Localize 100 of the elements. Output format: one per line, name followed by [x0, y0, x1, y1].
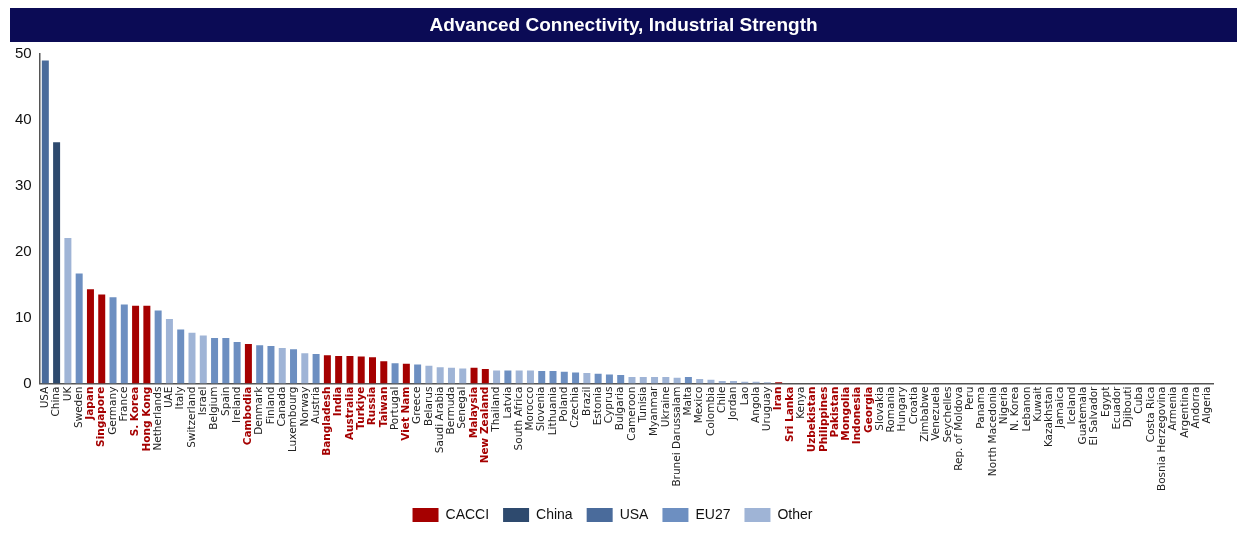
x-tick-label: South Africa: [511, 386, 524, 451]
x-tick-label: Hong Kong: [139, 386, 152, 452]
bar: [267, 346, 275, 384]
x-tick-label: N. Korea: [1008, 386, 1021, 431]
x-tick-label: Luxembourg: [286, 386, 299, 453]
y-tick-label: 50: [15, 44, 32, 62]
legend-label: Other: [777, 505, 813, 522]
x-tick-label: Sri Lanka: [782, 386, 795, 442]
x-tick-label: Slovakia: [872, 386, 885, 431]
x-tick-label: Bermuda: [444, 386, 457, 435]
x-tick-label: Kazakhstan: [1042, 386, 1055, 448]
bar: [244, 344, 252, 384]
bar: [628, 377, 636, 384]
x-tick-label: Colombia: [703, 386, 716, 436]
bar: [526, 370, 534, 384]
bar: [278, 348, 286, 384]
x-tick-label: USA: [38, 385, 51, 409]
x-tick-label: Russia: [365, 386, 378, 426]
bar: [312, 353, 320, 384]
x-tick-label: Malaysia: [466, 386, 479, 439]
x-tick-label: Bangladesh: [320, 386, 333, 456]
x-tick-label: Romania: [884, 386, 897, 433]
bar: [651, 377, 659, 384]
x-tick-label: Taiwan: [376, 386, 389, 428]
x-tick-label: Uruguay: [760, 386, 773, 432]
x-tick-label: Kenya: [793, 386, 806, 419]
bar: [357, 356, 365, 384]
x-tick-label: India: [331, 386, 344, 417]
x-tick-label: Ecuador: [1109, 385, 1122, 430]
bar: [639, 377, 647, 384]
y-tick-label: 30: [15, 175, 32, 193]
bar: [470, 367, 478, 384]
x-tick-label: Estonia: [590, 386, 603, 426]
x-tick-label: Latvia: [500, 386, 513, 419]
bar: [504, 370, 512, 384]
bar: [165, 319, 173, 384]
bar: [154, 310, 162, 384]
bar: [290, 349, 298, 384]
bar: [605, 374, 613, 384]
x-tick-label: Austria: [308, 386, 321, 424]
x-tick-label: Chile: [714, 386, 727, 413]
bar: [346, 355, 354, 384]
bar: [301, 353, 309, 384]
x-tick-label: Brunei Darussalam: [669, 386, 682, 487]
x-tick-label: Panama: [974, 386, 987, 429]
x-tick-label: Algeria: [1200, 386, 1213, 424]
x-tick-label: UK: [60, 385, 73, 402]
bar: [369, 357, 376, 384]
x-tick-label: Canada: [274, 386, 287, 427]
bar: [515, 370, 523, 384]
bar: [617, 375, 625, 384]
x-tick-label: Seychelles: [940, 386, 953, 443]
bar: [323, 355, 331, 384]
bar: [233, 342, 241, 384]
x-tick-label: Malta: [681, 386, 694, 416]
x-tick-label: Belarus: [421, 386, 434, 427]
x-tick-label: Egypt: [1098, 386, 1111, 417]
x-tick-label: Saudi Arabia: [432, 386, 445, 454]
x-tick-label: Brazil: [579, 386, 592, 416]
bar: [199, 335, 207, 384]
bar: [86, 289, 94, 384]
bar: [75, 273, 83, 384]
x-tick-label: Cambodia: [241, 386, 254, 446]
x-tick-label: Uzbekistan: [805, 386, 818, 453]
x-tick-label: Poland: [557, 386, 570, 422]
x-tick-label: New Zealand: [478, 386, 491, 464]
x-tick-label: Spain: [218, 386, 231, 416]
bar: [53, 142, 61, 384]
bar: [572, 372, 580, 384]
bar: [538, 371, 546, 384]
x-tick-label: Australia: [342, 386, 355, 441]
bar: [188, 332, 196, 384]
x-tick-label: Angola: [748, 386, 761, 423]
x-tick-label: China: [49, 386, 62, 417]
x-tick-label: Hungary: [895, 386, 908, 432]
y-tick-label: 10: [15, 307, 32, 325]
chart-title: Advanced Connectivity, Industrial Strength: [10, 8, 1237, 42]
bar: [583, 373, 591, 384]
bar: [447, 367, 455, 384]
x-tick-label: Cuba: [1132, 386, 1145, 414]
x-tick-label: Italy: [173, 386, 186, 410]
y-tick-label: 0: [23, 373, 32, 391]
x-tick-label: Thailand: [489, 386, 502, 433]
x-tick-label: Jordan: [726, 386, 739, 422]
x-tick-label: Denmark: [252, 385, 265, 435]
x-tick-label: Myanmar: [647, 385, 660, 436]
x-tick-label: Iran: [771, 386, 784, 411]
bar: [662, 377, 670, 384]
bar: [560, 371, 568, 384]
x-tick-label: France: [117, 386, 130, 422]
x-tick-label: Armenia: [1166, 386, 1179, 431]
bar: [402, 363, 410, 384]
x-tick-label: Nigeria: [997, 386, 1010, 425]
bar: [493, 370, 501, 384]
legend-label: EU27: [695, 505, 731, 522]
x-tick-label: Indonesia: [850, 386, 863, 445]
bar: [64, 237, 72, 384]
x-tick-label: Zimbabwe: [918, 386, 931, 442]
bar: [481, 369, 489, 384]
bar: [211, 338, 219, 384]
